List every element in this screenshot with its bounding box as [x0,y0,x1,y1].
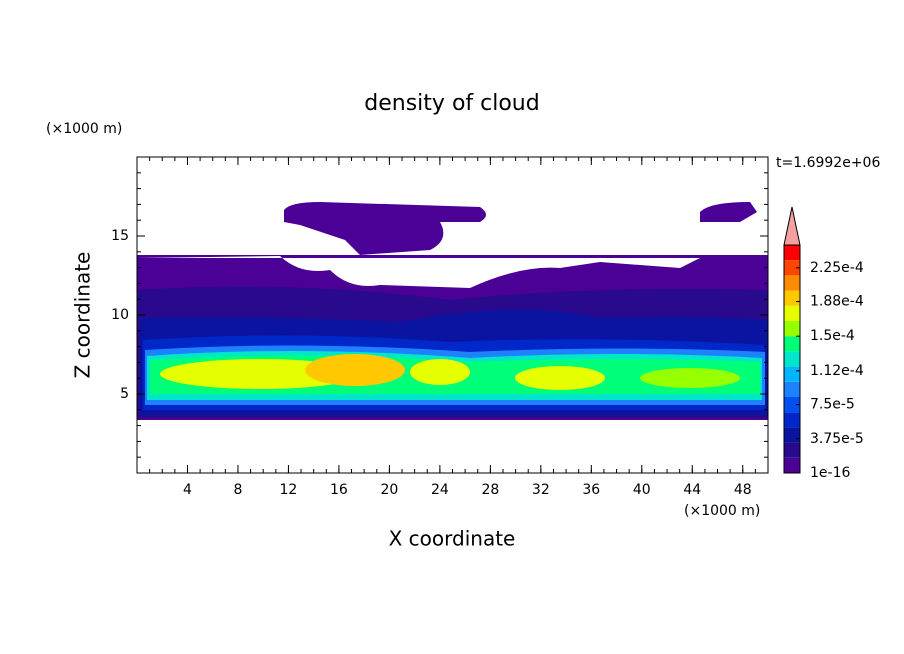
x-tick-label: 8 [233,482,242,498]
colorbar-band [784,351,800,367]
colorbar-extension [783,206,801,246]
x-tick-label: 40 [633,482,651,498]
colorbar-band [784,245,800,261]
colorbar-band [784,260,800,276]
x-tick-label: 4 [183,482,192,498]
colorbar-tick-label: 1e-16 [810,465,850,481]
x-tick-label: 16 [330,482,348,498]
x-tick-label: 48 [734,482,752,498]
y-unit-label: (×1000 m) [46,121,122,137]
x-tick-label: 36 [582,482,600,498]
colorbar-tick-label: 1.88e-4 [810,294,864,310]
colorbar-frame [783,244,801,474]
colorbar-band [784,305,800,321]
colorbar-tick-label: 2.25e-4 [810,260,864,276]
x-tick-label: 28 [481,482,499,498]
colorbar-tick-label: 1.12e-4 [810,363,864,379]
colorbar-band [784,427,800,443]
x-tick-label: 24 [431,482,449,498]
x-tick-label: 20 [380,482,398,498]
x-tick-label: 12 [280,482,298,498]
chart-title: density of cloud [364,91,539,116]
colorbar-tick-label: 1.5e-4 [810,328,855,344]
x-unit-label: (×1000 m) [684,503,760,519]
y-tick-label: 15 [111,228,129,244]
y-axis-title: Z coordinate [71,252,95,379]
colorbar-band [784,290,800,306]
colorbar-band [784,397,800,413]
colorbar-band [784,321,800,337]
colorbar-band [784,457,800,473]
y-tick-label: 10 [111,307,129,323]
colorbar-band [784,442,800,458]
colorbar-band [784,366,800,382]
x-tick-label: 44 [683,482,701,498]
x-tick-label: 32 [532,482,550,498]
colorbar-band [784,381,800,397]
colorbar-tick-label: 7.5e-5 [810,397,855,413]
x-axis-title: X coordinate [389,527,516,551]
colorbar-band [784,275,800,291]
y-tick-label: 5 [120,386,129,402]
colorbar-band [784,412,800,428]
colorbar-band [784,336,800,352]
contour-field [137,202,768,473]
time-annotation: t=1.6992e+06 [776,155,880,171]
colorbar-tick-label: 3.75e-5 [810,431,864,447]
